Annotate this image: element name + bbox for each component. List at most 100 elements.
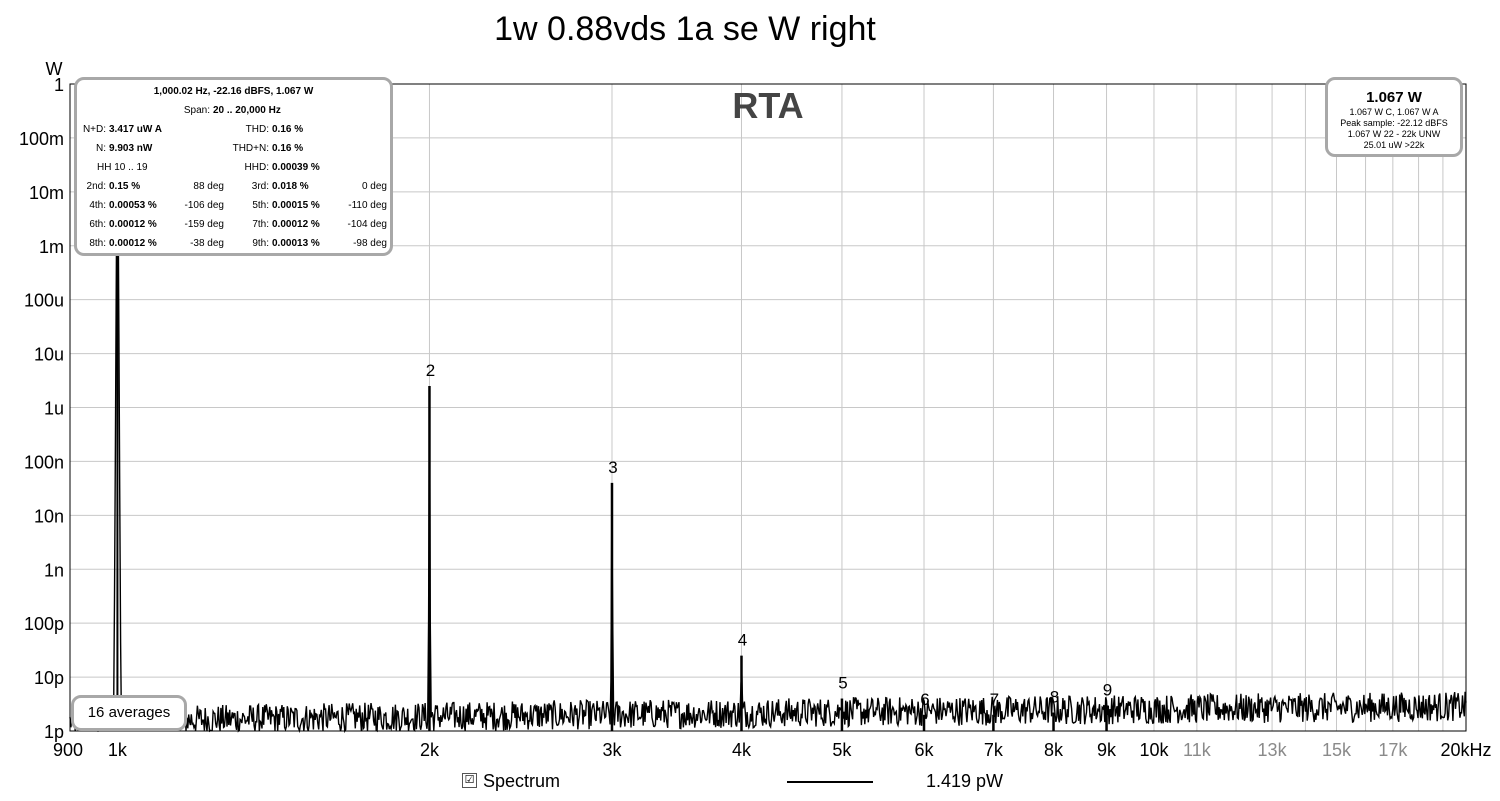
y-axis-label: W xyxy=(46,59,63,79)
harmonic-phase: -106 deg xyxy=(184,200,224,211)
level-above-22k: 25.01 uW >22k xyxy=(1363,140,1425,150)
harmonic-label: 4th: xyxy=(89,200,106,211)
x-tick-label: 20kHz xyxy=(1440,740,1491,760)
harmonic-percent: 0.00015 % xyxy=(272,200,320,211)
y-tick-label: 10u xyxy=(34,345,64,365)
harmonic-row: 6th: 0.00012 % -159 deg 7th: 0.00012 % -104 d… xyxy=(77,219,390,233)
x-tick-label: 1k xyxy=(108,740,128,760)
harmonic-markers: 2 3 4 5 6 7 8 9 xyxy=(426,361,1113,709)
harmonic-marker: 4 xyxy=(738,631,747,650)
hh-label: HH 10 .. 19 xyxy=(97,162,148,173)
rta-overlay-title: RTA xyxy=(732,85,803,126)
harmonic-phase: -104 deg xyxy=(347,219,387,230)
thdn-value: 0.16 % xyxy=(272,143,304,154)
harmonic-percent: 0.00012 % xyxy=(109,238,157,249)
averages-badge[interactable]: 16 averages xyxy=(71,695,187,731)
harmonic-label: 9th: xyxy=(252,238,269,249)
y-tick-label: 10m xyxy=(29,183,64,203)
harmonic-marker: 9 xyxy=(1103,680,1112,699)
nd-label: N+D: xyxy=(82,124,106,135)
level-weighted: 1.067 W C, 1.067 W A xyxy=(1349,107,1439,117)
plot-frame xyxy=(69,83,1467,732)
harmonic-phase: -159 deg xyxy=(184,219,224,230)
thdn-label: THD+N: xyxy=(232,143,269,154)
legend: ☑ Spectrum 1.419 pW xyxy=(0,770,1500,796)
y-tick-label: 1n xyxy=(44,560,64,580)
level-value: 1.067 W xyxy=(1366,89,1422,106)
harmonic-percent: 0.00012 % xyxy=(109,219,157,230)
y-tick-label: 1 xyxy=(54,75,64,95)
n-label: N: xyxy=(96,143,106,154)
x-tick-label: 7k xyxy=(984,740,1004,760)
x-tick-label: 10k xyxy=(1139,740,1169,760)
harmonic-label: 3rd: xyxy=(251,181,269,192)
spectrum-line xyxy=(69,137,1467,734)
harmonic-row: 2nd: 0.15 % 88 deg 3rd: 0.018 % 0 deg xyxy=(77,181,390,195)
legend-series-value: 1.419 pW xyxy=(926,771,1004,791)
span-value: 20 .. 20,000 Hz xyxy=(213,105,281,116)
harmonic-percent: 0.00012 % xyxy=(272,219,320,230)
harmonic-phase: 0 deg xyxy=(361,181,387,192)
y-tick-label: 100n xyxy=(24,452,64,472)
stats-header: 1,000.02 Hz, -22.16 dBFS, 1.067 W xyxy=(153,86,314,97)
harmonic-row: 8th: 0.00012 % -38 deg 9th: 0.00013 % -98 deg xyxy=(77,238,390,252)
harmonic-phase: -110 deg xyxy=(348,200,387,211)
chart-title: 1w 0.88vds 1a se W right xyxy=(494,10,876,48)
distortion-stats-panel[interactable]: 1,000.02 Hz, -22.16 dBFS, 1.067 W Span: … xyxy=(74,77,393,256)
y-tick-label: 100p xyxy=(24,614,64,634)
harmonic-marker: 2 xyxy=(426,361,435,380)
harmonic-phase: -38 deg xyxy=(190,238,224,249)
thd-label: THD: xyxy=(245,124,269,135)
peak-sample: Peak sample: -22.12 dBFS xyxy=(1340,118,1448,128)
span-label: Span: xyxy=(183,105,210,116)
legend-line-swatch xyxy=(787,781,873,783)
x-tick-label: 2k xyxy=(420,740,440,760)
harmonic-marker: 3 xyxy=(608,458,617,477)
y-tick-label: 10n xyxy=(34,506,64,526)
x-tick-label: 11k xyxy=(1183,740,1212,760)
x-tick-label: 900 xyxy=(53,740,83,760)
harmonic-label: 5th: xyxy=(252,200,269,211)
harmonic-label: 6th: xyxy=(89,219,106,230)
x-tick-label: 5k xyxy=(832,740,852,760)
harmonic-label: 7th: xyxy=(252,219,269,230)
y-tick-label: 1m xyxy=(39,237,64,257)
harmonic-marker: 5 xyxy=(838,674,847,693)
level-unweighted: 1.067 W 22 - 22k UNW xyxy=(1347,129,1441,139)
harmonic-percent: 0.00053 % xyxy=(109,200,157,211)
y-tick-label: 1u xyxy=(44,399,64,419)
x-tick-label: 9k xyxy=(1097,740,1117,760)
y-tick-label: 1p xyxy=(44,722,64,742)
hhd-value: 0.00039 % xyxy=(272,162,320,173)
y-tick-label: 100m xyxy=(19,129,64,149)
y-tick-label: 100u xyxy=(24,291,64,311)
harmonic-percent: 0.00013 % xyxy=(272,238,320,249)
x-tick-label: 13k xyxy=(1258,740,1288,760)
y-tick-label: 10p xyxy=(34,668,64,688)
n-value: 9.903 nW xyxy=(109,143,153,154)
harmonic-label: 2nd: xyxy=(86,181,106,192)
harmonic-phase: -98 deg xyxy=(353,238,387,249)
x-tick-label: 3k xyxy=(602,740,622,760)
harmonic-percent: 0.018 % xyxy=(272,181,309,192)
x-tick-label: 8k xyxy=(1044,740,1064,760)
harmonic-marker: 7 xyxy=(990,690,999,709)
nd-value: 3.417 uW A xyxy=(109,124,162,135)
x-axis-ticks: 900 1k 2k 3k 4k 5k 6k 7k 8k 9k 10k 11k 13k 15k 17k 20kH… xyxy=(53,740,1492,760)
hhd-label: HHD: xyxy=(244,162,269,173)
harmonic-percent: 0.15 % xyxy=(109,181,141,192)
spectrum-checkbox[interactable]: ☑ xyxy=(462,773,477,788)
harmonic-phase: 88 deg xyxy=(193,181,224,192)
harmonic-label: 8th: xyxy=(89,238,106,249)
harmonic-marker: 6 xyxy=(920,690,929,709)
y-axis-ticks: 1 100m 10m 1m 100u 10u 1u 100n 10n 1n 100p 10p 1p xyxy=(19,75,64,742)
x-tick-label: 15k xyxy=(1322,740,1352,760)
harmonic-row: 4th: 0.00053 % -106 deg 5th: 0.00015 % -110 d… xyxy=(77,200,390,214)
x-tick-label: 17k xyxy=(1378,740,1408,760)
harmonic-marker: 8 xyxy=(1050,688,1059,707)
x-tick-label: 6k xyxy=(915,740,935,760)
legend-series-label: Spectrum xyxy=(483,771,561,791)
thd-value: 0.16 % xyxy=(272,124,304,135)
level-readout-panel[interactable]: 1.067 W 1.067 W C, 1.067 W A Peak sample… xyxy=(1325,77,1463,157)
x-tick-label: 4k xyxy=(732,740,752,760)
